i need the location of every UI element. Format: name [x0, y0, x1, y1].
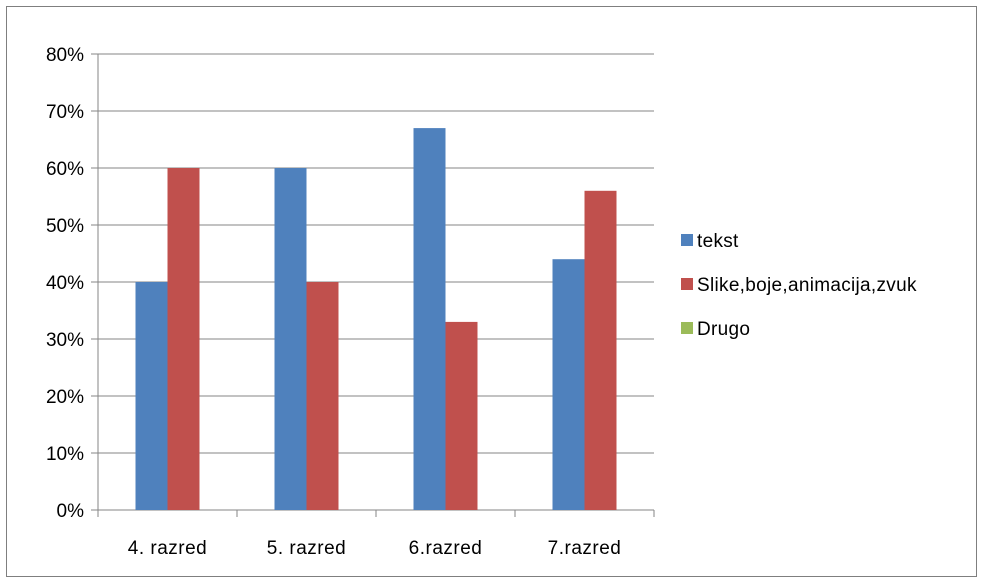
bar-slike-boje-animacija-zvuk-3 [445, 321, 478, 510]
y-tick-label: 40% [46, 273, 84, 294]
y-tick-label: 60% [46, 159, 84, 180]
legend-swatch [681, 322, 693, 334]
x-axis-category-labels: 4. razred 5. razred 6.razred 7.razred [128, 538, 622, 559]
legend-label: Slike,boje,animacija,zvuk [697, 275, 917, 296]
bar-slike-boje-animacija-zvuk-4 [584, 190, 617, 511]
y-tick-label: 70% [46, 102, 84, 123]
x-category-label: 7.razred [548, 538, 622, 559]
bar-tekst-4 [552, 259, 585, 510]
y-tick-label: 0% [57, 501, 85, 522]
y-tick-label: 50% [46, 216, 84, 237]
legend-label: tekst [697, 231, 739, 252]
bar-tekst-3 [413, 128, 446, 510]
legend-swatch [681, 278, 693, 290]
y-tick-label: 30% [46, 330, 84, 351]
bar-slike-boje-animacija-zvuk-2 [306, 282, 339, 510]
bars [135, 128, 617, 511]
legend-label: Drugo [697, 319, 750, 340]
y-tick-label: 20% [46, 387, 84, 408]
bar-tekst-2 [274, 168, 307, 510]
legend: tekst Slike,boje,animacija,zvuk Drugo [681, 231, 917, 340]
bar-slike-boje-animacija-zvuk-1 [167, 168, 200, 510]
y-axis-tick-labels: 0% 10% 20% 30% 40% 50% 60% 70% 80% [46, 45, 84, 522]
y-tick-label: 80% [46, 45, 84, 66]
legend-swatch [681, 234, 693, 246]
bar-tekst-1 [135, 282, 168, 510]
x-category-label: 5. razred [267, 538, 346, 559]
x-category-label: 4. razred [128, 538, 207, 559]
y-tick-label: 10% [46, 444, 84, 465]
x-category-label: 6.razred [409, 538, 483, 559]
